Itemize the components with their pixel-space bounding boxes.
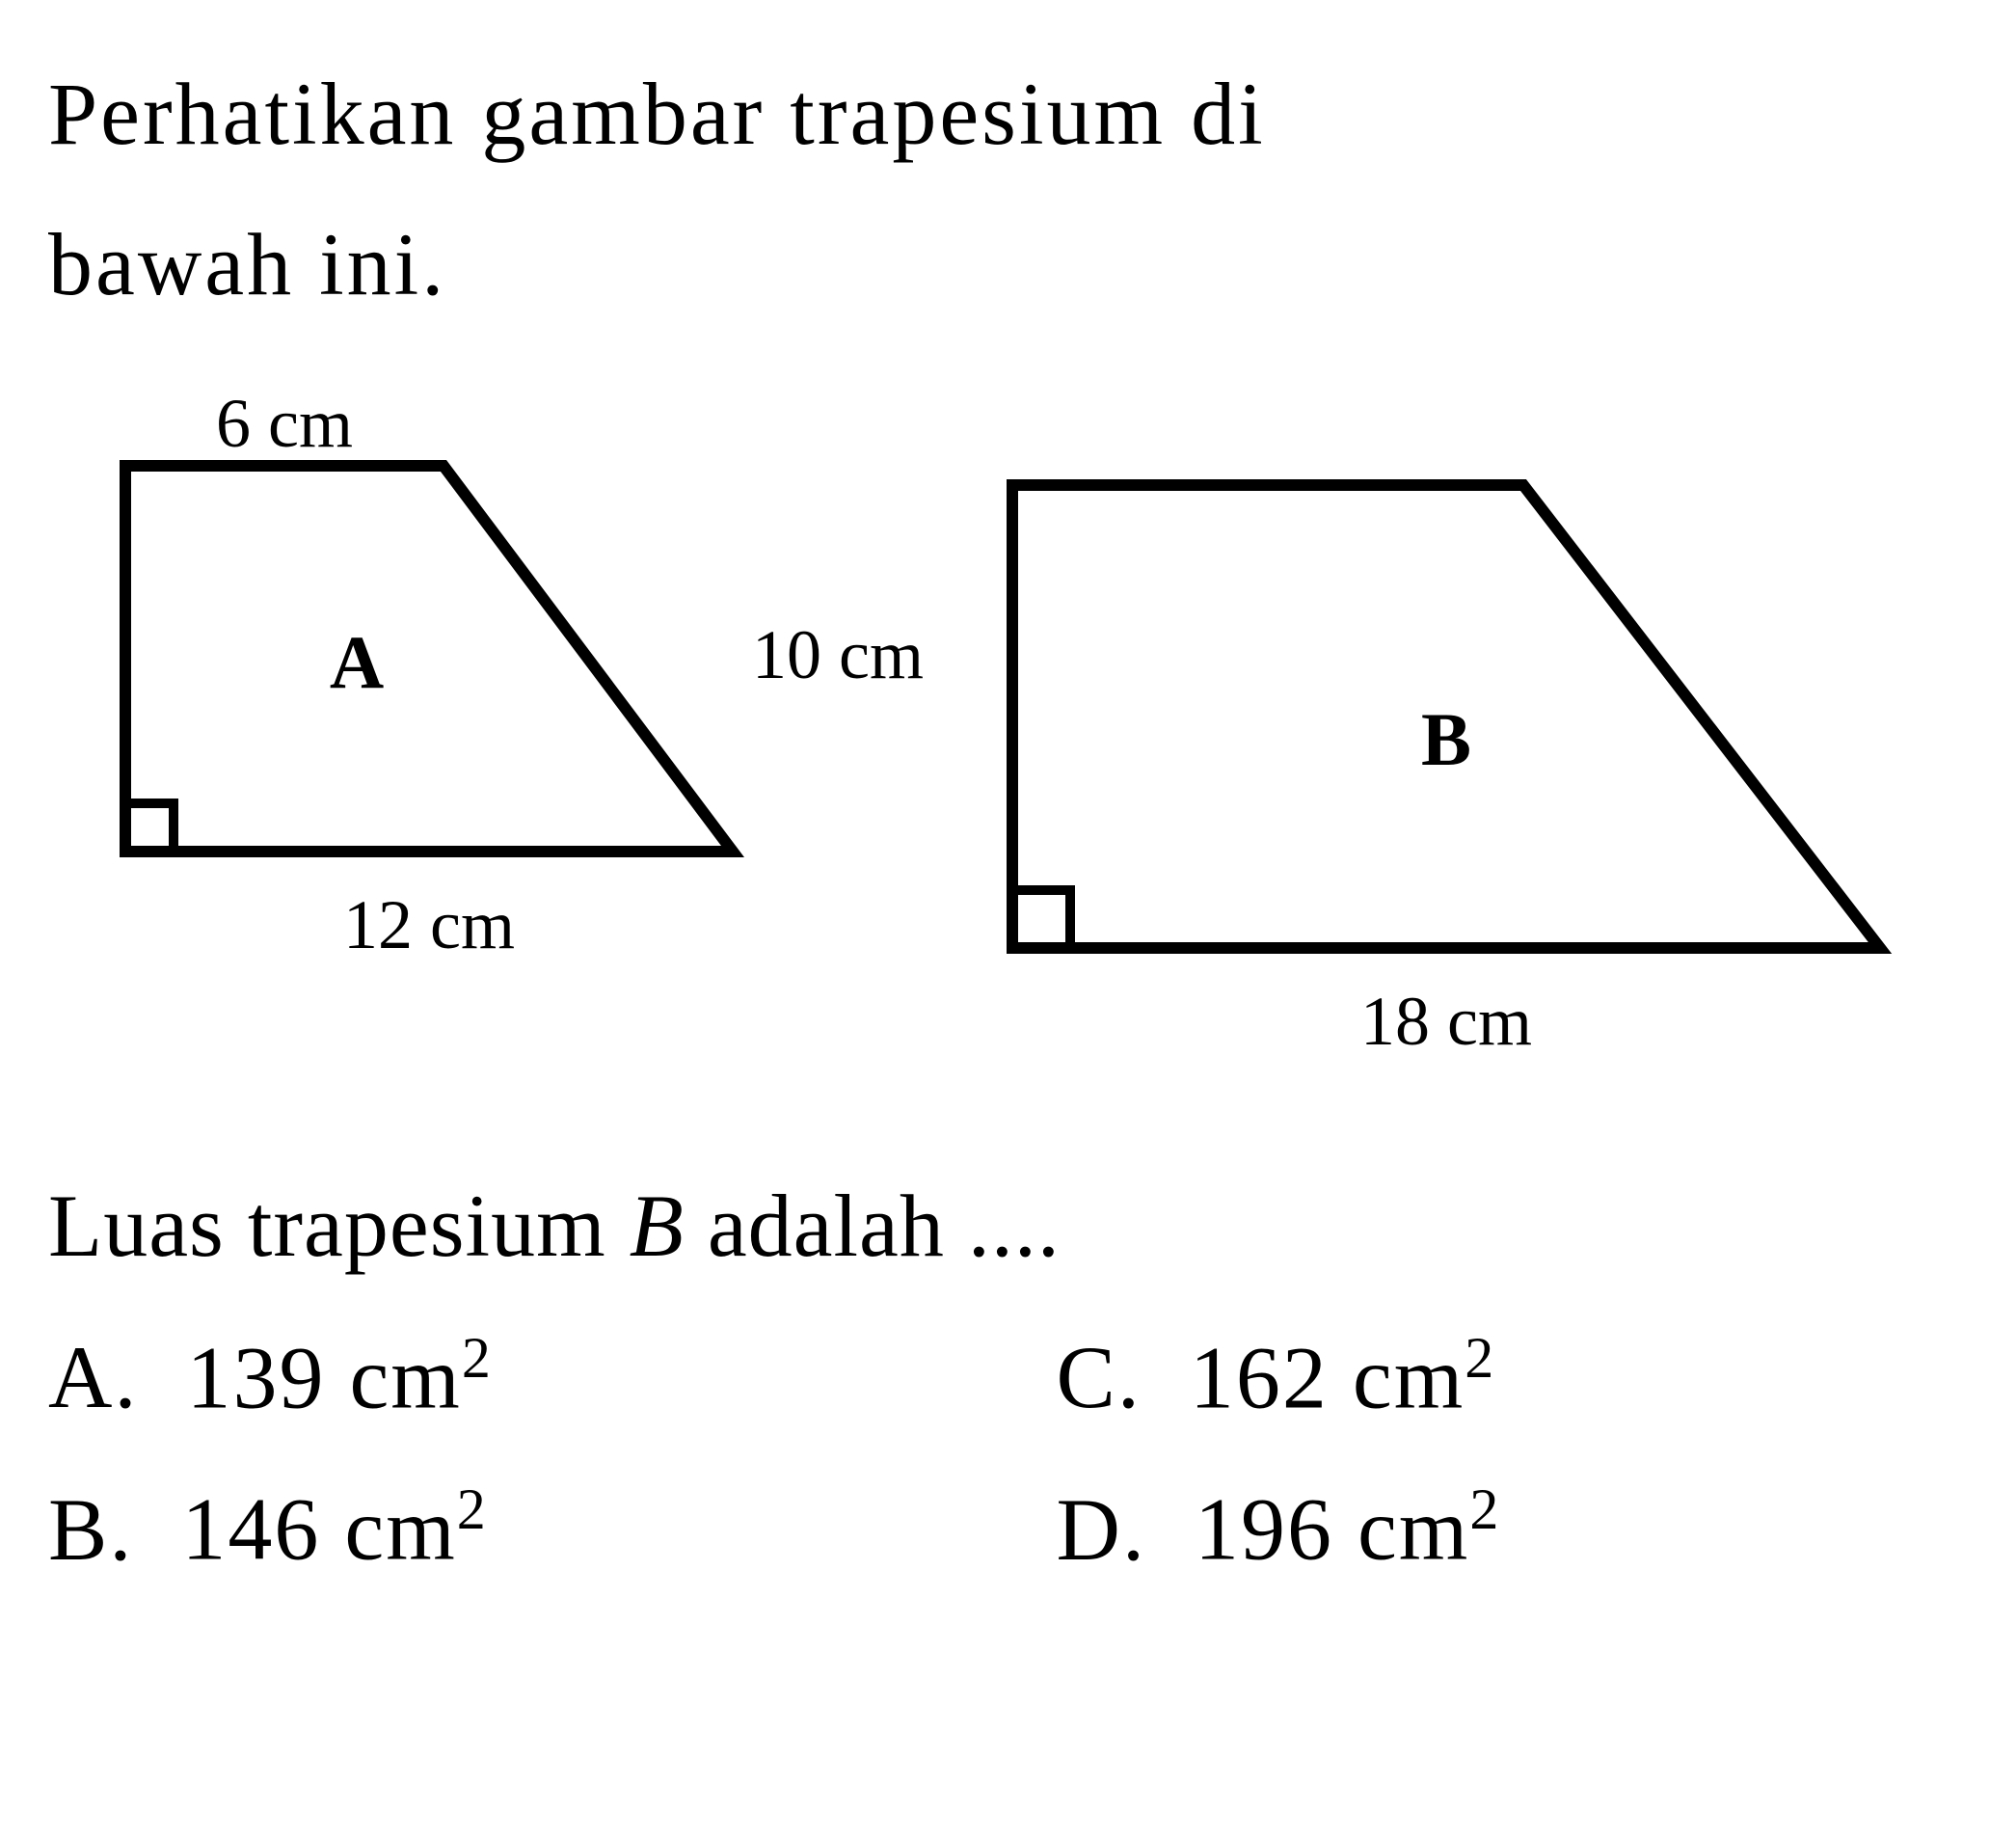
option-b: B. 146 cm2 [48, 1476, 960, 1581]
prompt-prefix: Luas trapesium [48, 1177, 630, 1275]
question-text: Perhatikan gambar trapesium di bawah ini… [48, 39, 1968, 340]
option-a-value: 139 cm2 [186, 1325, 492, 1429]
answer-prompt: Luas trapesium B adalah .... [48, 1175, 1968, 1277]
question-line2: bawah ini. [48, 215, 446, 313]
trapezium-a-label: A [330, 620, 384, 704]
question-line1: Perhatikan gambar trapesium di [48, 65, 1266, 163]
trapezium-a-bottom-label: 12 cm [343, 886, 515, 963]
option-c: C. 162 cm2 [1057, 1325, 1969, 1429]
figures-row: 6 cm 10 cm 12 cm A 18 cm B [77, 389, 1968, 1117]
option-a-letter: A. [48, 1326, 138, 1428]
option-d-value: 196 cm2 [1195, 1476, 1500, 1581]
trapezium-a-shape [125, 466, 733, 852]
prompt-suffix: adalah .... [685, 1177, 1061, 1275]
option-c-value: 162 cm2 [1190, 1325, 1495, 1429]
options-grid: A. 139 cm2 C. 162 cm2 B. 146 cm2 D. 196 … [48, 1325, 1968, 1581]
prompt-var: B [630, 1177, 685, 1275]
option-c-letter: C. [1057, 1326, 1142, 1428]
option-b-value: 146 cm2 [181, 1476, 487, 1581]
option-a: A. 139 cm2 [48, 1325, 960, 1429]
option-b-letter: B. [48, 1478, 133, 1581]
trapezium-a-container: 6 cm 10 cm 12 cm A [77, 389, 945, 1020]
trapezium-a-top-label: 6 cm [216, 389, 353, 462]
trapezium-b-svg: 18 cm B [964, 437, 1928, 1112]
trapezium-a-right-label: 10 cm [752, 616, 924, 693]
trapezium-b-label: B [1421, 697, 1471, 781]
trapezium-b-container: 18 cm B [964, 437, 1928, 1117]
trapezium-a-svg: 6 cm 10 cm 12 cm A [77, 389, 945, 1015]
option-d: D. 196 cm2 [1057, 1476, 1969, 1581]
trapezium-b-bottom-label: 18 cm [1360, 983, 1532, 1060]
option-d-letter: D. [1057, 1478, 1146, 1581]
